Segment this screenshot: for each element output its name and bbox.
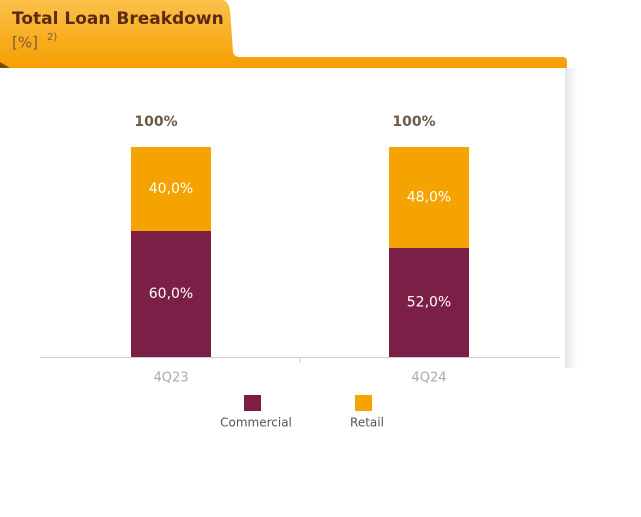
bar-segment	[389, 247, 469, 357]
x-tick-label: 4Q23	[153, 371, 188, 386]
value-label: 48,0%	[407, 189, 451, 205]
legend-swatch	[244, 395, 261, 411]
legend-swatch	[355, 395, 372, 411]
bar-segment	[131, 231, 211, 357]
total-label: 100%	[134, 114, 177, 130]
bar-segment	[131, 147, 211, 231]
chart-title: Total Loan Breakdown	[12, 9, 224, 29]
x-tick-label: 4Q24	[411, 371, 446, 386]
panel-shadow	[565, 68, 581, 368]
header-fold	[0, 62, 10, 68]
bar-segment	[389, 147, 469, 248]
value-label: 60,0%	[149, 286, 193, 302]
chart-subtitle: [%]	[12, 34, 38, 52]
header-tab	[0, 0, 567, 68]
total-label: 100%	[392, 114, 435, 130]
legend-label: Retail	[350, 416, 384, 430]
legend-label: Commercial	[220, 416, 292, 430]
value-label: 52,0%	[407, 294, 451, 310]
value-label: 40,0%	[149, 181, 193, 197]
subtitle-note: 2)	[47, 32, 57, 43]
